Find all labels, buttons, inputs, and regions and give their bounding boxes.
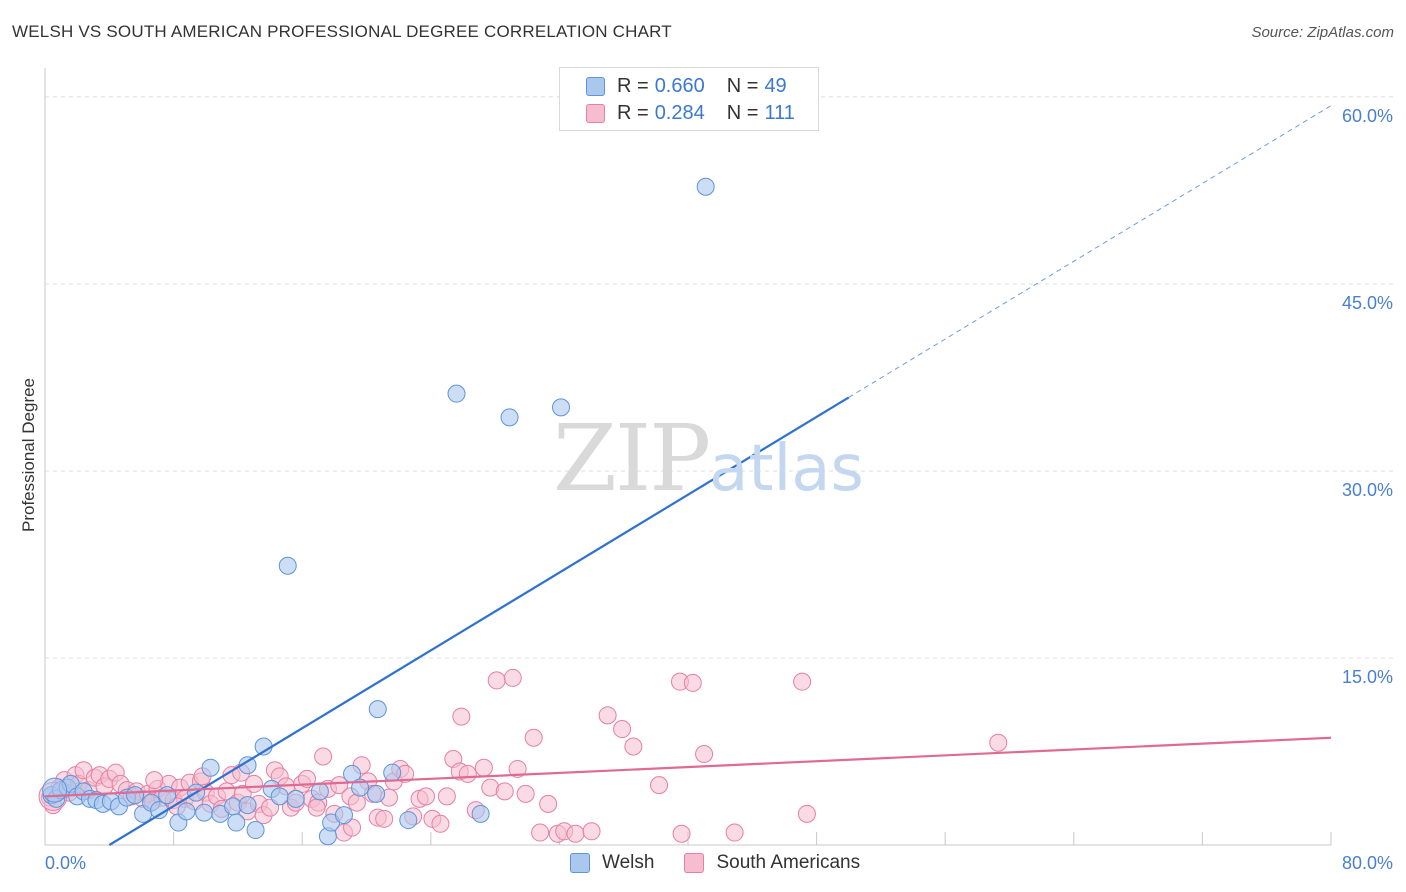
y-tick-label: 45.0% (1342, 293, 1393, 313)
y-tick-label: 15.0% (1342, 667, 1393, 687)
legend-row-south-americans: R = 0.284 N = 111 (586, 100, 795, 126)
x-tick-label: 0.0% (45, 853, 86, 873)
south-americans-point (307, 798, 326, 817)
x-tick-label: 80.0% (1342, 853, 1393, 873)
welsh-point (238, 796, 257, 815)
welsh-point (42, 777, 68, 803)
y-tick-label: 30.0% (1342, 480, 1393, 500)
south-americans-point (797, 804, 816, 823)
correlation-legend: R = 0.660 N = 49 R = 0.284 N = 111 (559, 67, 819, 131)
welsh-point (158, 786, 177, 805)
trend-lines (44, 105, 1332, 846)
south-americans-point (244, 774, 263, 793)
south-americans-point (683, 673, 702, 692)
welsh-point (270, 787, 289, 806)
south-americans-point (566, 824, 585, 843)
series-legend: Welsh South Americans (570, 852, 890, 874)
south-americans-point (347, 793, 366, 812)
legend-label-welsh: Welsh (602, 852, 655, 873)
welsh-point (286, 789, 305, 808)
south-americans-point (474, 758, 493, 777)
n-label: N = (726, 101, 759, 124)
south-americans-point (793, 672, 812, 691)
welsh-swatch (586, 76, 605, 96)
south-americans-point (452, 707, 471, 726)
south-americans-point (672, 824, 691, 843)
welsh-point (471, 804, 490, 823)
south-americans-swatch (586, 103, 605, 123)
south-americans-point (458, 764, 477, 783)
n-label: N = (726, 74, 759, 97)
welsh-point (399, 811, 418, 830)
south-americans-point (598, 706, 617, 725)
welsh-point (126, 786, 145, 805)
y-axis-label: Professional Degree (19, 378, 38, 532)
south-americans-point (487, 671, 506, 690)
south-americans-point (695, 744, 714, 763)
welsh-point (383, 763, 402, 782)
south-americans-point (524, 728, 543, 747)
legend-row-welsh: R = 0.660 N = 49 (586, 73, 787, 99)
south-americans-point (508, 759, 527, 778)
welsh-point (334, 806, 353, 825)
legend-label-south-americans: South Americans (716, 852, 861, 873)
south-americans-point (613, 720, 632, 739)
welsh-point (227, 813, 246, 832)
welsh-point (310, 782, 329, 801)
south-americans-point (650, 776, 669, 795)
south-americans-point (582, 822, 601, 841)
watermark: ZIPatlas (553, 405, 864, 512)
south-americans-point (624, 737, 643, 756)
source-credit: Source: ZipAtlas.com (1251, 24, 1394, 41)
grid-lines (45, 96, 1395, 659)
welsh-point (696, 177, 715, 196)
south-americans-point (314, 747, 333, 766)
south-americans-point (431, 814, 450, 833)
south-americans-point (375, 809, 394, 828)
legend-item-welsh[interactable]: Welsh (570, 852, 654, 874)
south-americans-point (516, 784, 535, 803)
welsh-point (195, 803, 214, 822)
n-value: 49 (764, 74, 787, 97)
south-americans-point (495, 782, 514, 801)
south-americans-point (539, 794, 558, 813)
south-americans-point (503, 668, 522, 687)
south-americans-point (437, 787, 456, 806)
welsh-point (552, 398, 571, 417)
south-americans-point (989, 733, 1008, 752)
welsh-trend-extension (848, 105, 1332, 398)
tick-labels: 15.0% 30.0% 45.0% 60.0% 0.0% 80.0% (45, 106, 1393, 873)
welsh-point (177, 802, 196, 821)
welsh-point (246, 821, 265, 840)
south-americans-point (330, 776, 349, 795)
r-value: 0.660 (654, 74, 705, 97)
south-americans-swatch (684, 853, 705, 873)
welsh-point (367, 784, 386, 803)
south-americans-trend-line (44, 736, 1332, 798)
r-label: R = (617, 101, 649, 124)
welsh-swatch (570, 853, 590, 873)
y-tick-label: 60.0% (1342, 106, 1393, 126)
welsh-point (447, 384, 466, 403)
south-americans-point (145, 771, 164, 790)
south-americans-point (725, 823, 744, 842)
n-value: 111 (764, 101, 795, 124)
south-americans-point (416, 787, 435, 806)
r-label: R = (617, 74, 649, 97)
welsh-trend-line (108, 396, 850, 846)
welsh-point (368, 700, 387, 719)
south-americans-point (531, 823, 550, 842)
welsh-point (278, 556, 297, 575)
welsh-point (201, 758, 220, 777)
welsh-point (500, 408, 519, 427)
chart-title: WELSH VS SOUTH AMERICAN PROFESSIONAL DEG… (12, 22, 672, 41)
welsh-point (351, 778, 370, 797)
r-value: 0.284 (654, 101, 705, 124)
legend-item-south-americans[interactable]: South Americans (684, 852, 860, 874)
